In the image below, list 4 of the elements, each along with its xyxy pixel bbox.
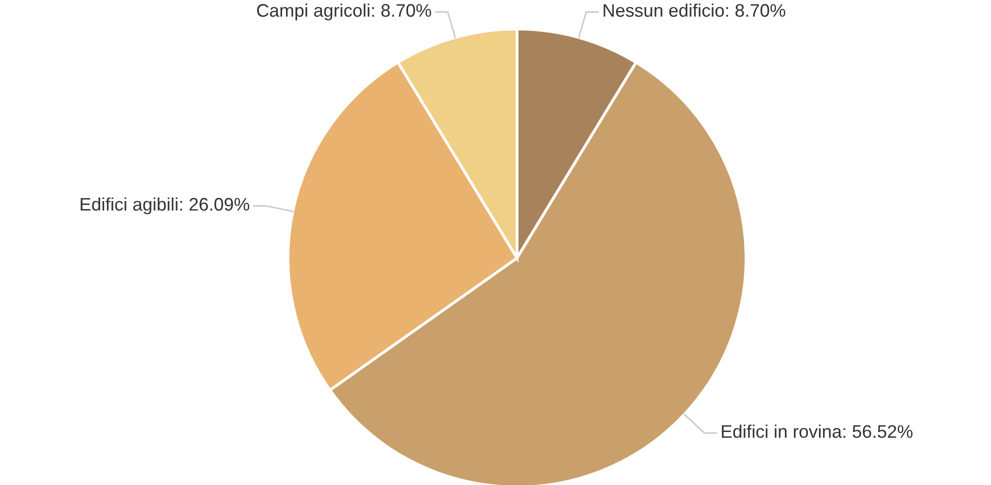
slice-label: Nessun edificio: 8.70%: [604, 4, 786, 17]
slice-label: Campi agricoli: 8.70%: [257, 4, 432, 20]
slice-label: Edifici in rovina: 56.52%: [722, 424, 912, 438]
slice-label: Edifici agibili: 26.09%: [80, 197, 250, 214]
